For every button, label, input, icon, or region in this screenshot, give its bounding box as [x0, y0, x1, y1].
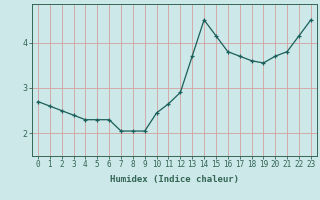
X-axis label: Humidex (Indice chaleur): Humidex (Indice chaleur) [110, 175, 239, 184]
